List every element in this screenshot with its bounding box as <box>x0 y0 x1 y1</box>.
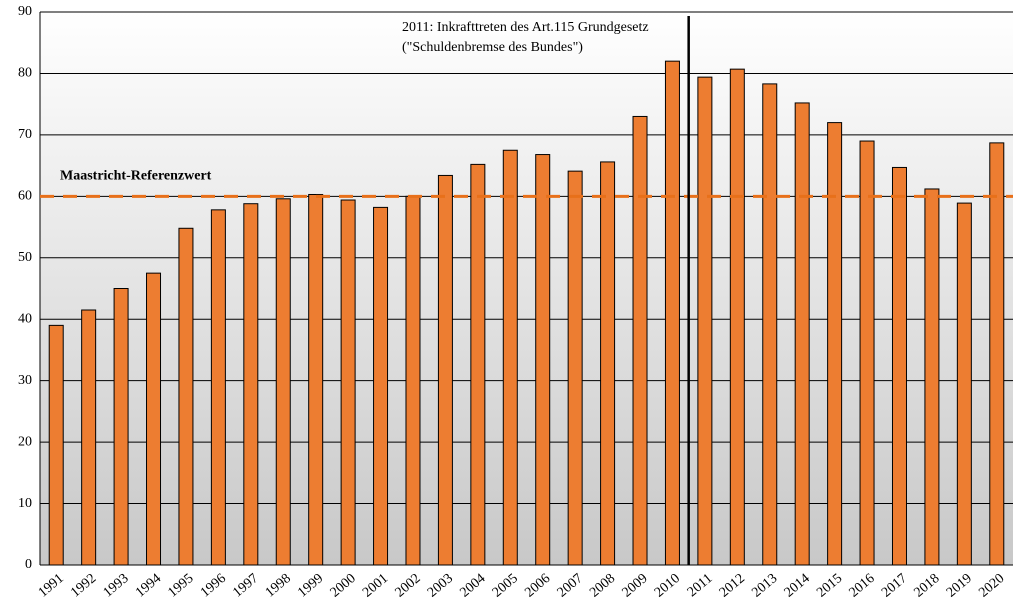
bar <box>729 68 745 566</box>
bar <box>924 188 940 566</box>
x-tick-label: 2005 <box>490 571 521 600</box>
bar <box>535 154 551 566</box>
reference-label: Maastricht-Referenzwert <box>60 169 212 184</box>
y-tick-label: 50 <box>18 250 32 265</box>
bar <box>340 199 356 566</box>
x-tick-label: 1998 <box>263 571 294 600</box>
y-tick-label: 40 <box>18 311 32 326</box>
x-tick-label: 2018 <box>911 571 942 600</box>
x-tick-label: 1996 <box>198 571 229 600</box>
bar <box>762 83 778 566</box>
x-tick-label: 2004 <box>457 571 488 600</box>
y-tick-label: 0 <box>25 557 32 572</box>
x-tick-label: 2014 <box>782 571 813 600</box>
x-tick-label: 1993 <box>101 571 132 600</box>
x-tick-label: 2000 <box>328 571 359 600</box>
bar <box>664 60 680 566</box>
annotation: 2011: Inkrafttreten des Art.115 Grundges… <box>402 20 649 35</box>
bar <box>210 209 226 566</box>
bar <box>373 206 389 566</box>
x-tick-label: 1992 <box>68 571 99 600</box>
x-tick-label: 2013 <box>749 571 780 600</box>
bar <box>697 76 713 566</box>
plot-area <box>40 12 1013 565</box>
bar <box>113 288 129 566</box>
bar <box>275 198 291 566</box>
y-tick-label: 10 <box>18 496 32 511</box>
y-tick-label: 80 <box>18 66 32 81</box>
bar <box>437 174 453 566</box>
bar <box>502 149 518 566</box>
x-tick-label: 2015 <box>814 571 845 600</box>
bar <box>405 195 421 566</box>
bar <box>470 163 486 566</box>
bar <box>632 115 648 566</box>
x-tick-label: 1997 <box>230 571 261 600</box>
bar <box>308 193 324 566</box>
x-tick-label: 2017 <box>879 571 910 600</box>
bar <box>956 202 972 566</box>
annotation: ("Schuldenbremse des Bundes") <box>402 40 583 55</box>
y-tick-label: 60 <box>18 189 32 204</box>
bar <box>81 309 97 566</box>
x-tick-label: 2002 <box>393 571 424 600</box>
y-tick-label: 30 <box>18 373 32 388</box>
x-tick-label: 2008 <box>587 571 618 600</box>
x-tick-label: 2020 <box>976 571 1007 600</box>
x-tick-label: 1999 <box>295 571 326 600</box>
bar <box>243 203 259 566</box>
bar <box>48 324 64 566</box>
bar <box>989 142 1005 566</box>
x-tick-label: 1991 <box>36 571 67 600</box>
bar <box>146 272 162 566</box>
y-tick-label: 70 <box>18 127 32 142</box>
bar <box>827 122 843 566</box>
x-tick-label: 2001 <box>360 571 391 600</box>
x-tick-label: 1995 <box>165 571 196 600</box>
bar <box>891 166 907 566</box>
x-tick-label: 2019 <box>944 571 975 600</box>
bar <box>859 140 875 566</box>
x-tick-label: 2012 <box>717 571 748 600</box>
x-tick-label: 2016 <box>847 571 878 600</box>
x-tick-label: 2007 <box>555 571 586 600</box>
bar <box>567 170 583 566</box>
x-tick-label: 2010 <box>652 571 683 600</box>
x-tick-label: 2011 <box>685 571 716 600</box>
x-tick-label: 2006 <box>522 571 553 600</box>
y-tick-label: 20 <box>18 434 32 449</box>
y-tick-label: 90 <box>18 4 32 19</box>
bar <box>600 161 616 566</box>
x-tick-label: 2009 <box>620 571 651 600</box>
x-tick-label: 2003 <box>425 571 456 600</box>
x-tick-label: 1994 <box>133 571 164 600</box>
bar <box>794 102 810 566</box>
bar <box>178 227 194 566</box>
